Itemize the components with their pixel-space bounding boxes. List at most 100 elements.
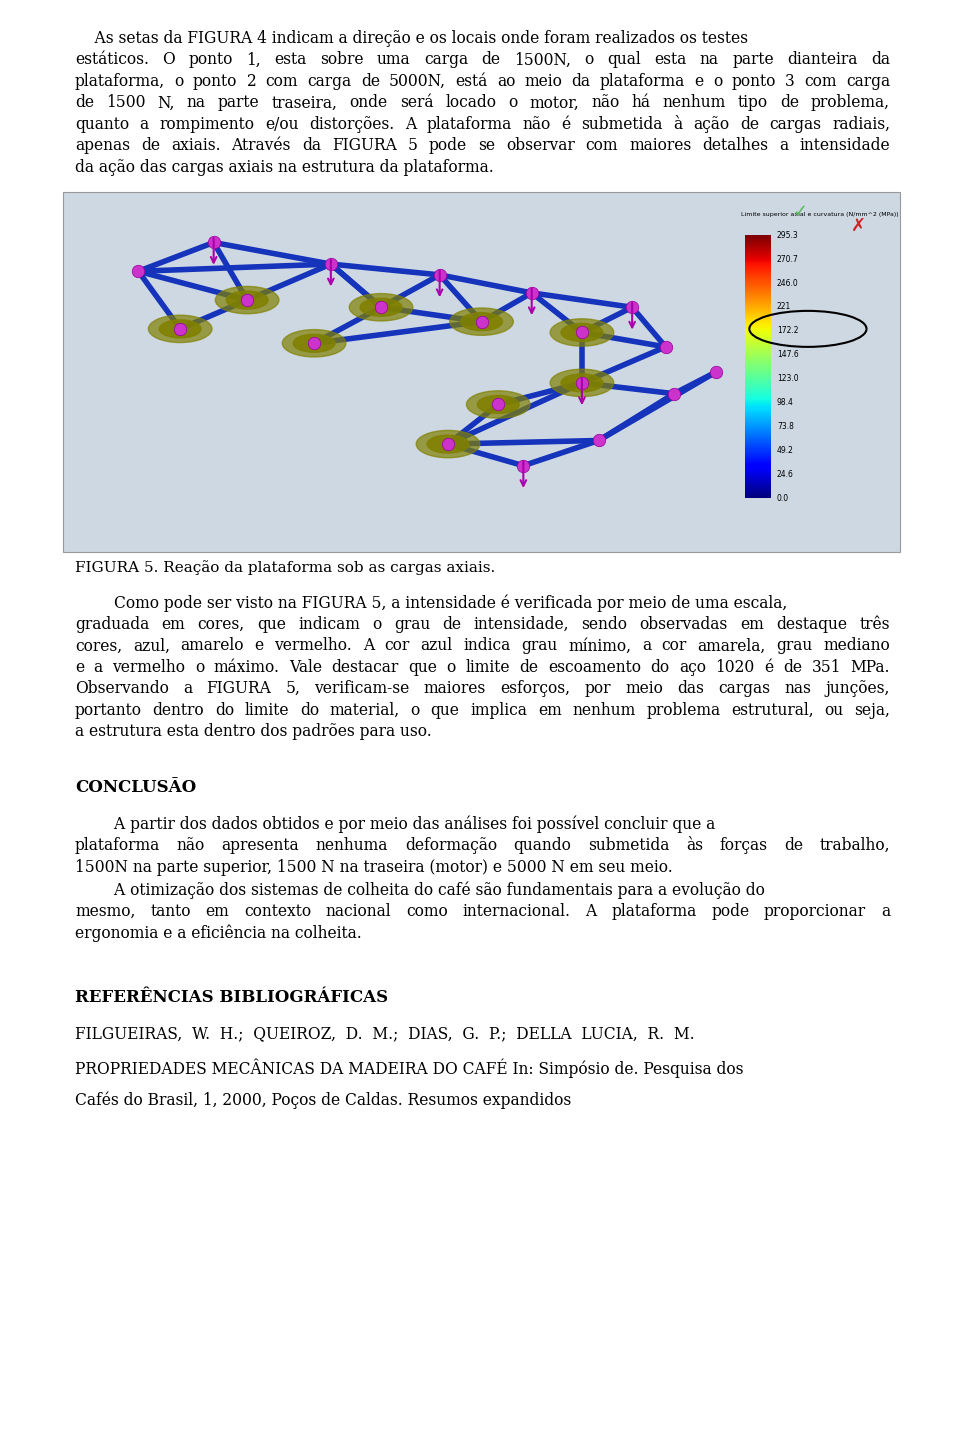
Text: REFERÊNCIAS BIBLIOGRÁFICAS: REFERÊNCIAS BIBLIOGRÁFICAS <box>75 988 388 1005</box>
Text: parte: parte <box>218 95 259 112</box>
Text: ou: ou <box>825 702 844 719</box>
Text: ação: ação <box>693 116 730 134</box>
Text: cores,: cores, <box>75 638 122 655</box>
Text: proporcionar: proporcionar <box>764 903 866 920</box>
Text: material,: material, <box>330 702 400 719</box>
Text: de: de <box>75 95 94 112</box>
Text: a: a <box>780 138 788 154</box>
Text: da: da <box>302 138 321 154</box>
Text: aço: aço <box>679 659 707 676</box>
Text: A otimização dos sistemas de colheita do café são fundamentais para a evolução d: A otimização dos sistemas de colheita do… <box>75 882 765 899</box>
Text: e: e <box>254 638 264 655</box>
Text: e: e <box>694 73 704 90</box>
Text: limite: limite <box>466 659 510 676</box>
Text: a: a <box>642 638 651 655</box>
Text: A partir dos dados obtidos e por meio das análises foi possível concluir que a: A partir dos dados obtidos e por meio da… <box>75 816 715 833</box>
Text: apresenta: apresenta <box>222 837 300 854</box>
Text: se: se <box>478 138 494 154</box>
Text: na: na <box>187 95 206 112</box>
Circle shape <box>449 307 514 336</box>
Text: do: do <box>300 702 319 719</box>
Text: submetida: submetida <box>582 116 662 134</box>
Circle shape <box>477 395 519 414</box>
Text: forças: forças <box>719 837 767 854</box>
Text: O: O <box>162 52 175 69</box>
Text: vermelho: vermelho <box>112 659 185 676</box>
Text: o: o <box>585 52 593 69</box>
Text: na: na <box>700 52 719 69</box>
Text: As setas da FIGURA 4 indicam a direção e os locais onde foram realizados os test: As setas da FIGURA 4 indicam a direção e… <box>75 30 748 47</box>
Text: de: de <box>443 616 462 633</box>
Text: maiores: maiores <box>424 681 486 698</box>
Text: 351: 351 <box>811 659 841 676</box>
Text: parte: parte <box>732 52 774 69</box>
Text: FIGURA: FIGURA <box>332 138 396 154</box>
Text: da: da <box>572 73 590 90</box>
Text: de: de <box>740 116 758 134</box>
Text: a: a <box>140 116 149 134</box>
Text: quanto: quanto <box>75 116 130 134</box>
Text: do: do <box>215 702 234 719</box>
Text: três: três <box>859 616 890 633</box>
Text: dianteira: dianteira <box>787 52 857 69</box>
Circle shape <box>159 320 201 337</box>
Circle shape <box>349 293 413 322</box>
Text: onde: onde <box>349 95 388 112</box>
Text: que: que <box>431 702 460 719</box>
Text: da ação das cargas axiais na estrutura da plataforma.: da ação das cargas axiais na estrutura d… <box>75 159 493 175</box>
Text: ✗: ✗ <box>851 217 866 236</box>
Text: sendo: sendo <box>582 616 628 633</box>
Text: o: o <box>372 616 381 633</box>
Circle shape <box>360 299 402 316</box>
Text: em: em <box>538 702 562 719</box>
Text: apenas: apenas <box>75 138 130 154</box>
Text: grau: grau <box>777 638 812 655</box>
Text: com: com <box>804 73 836 90</box>
Text: 1020: 1020 <box>715 659 755 676</box>
Text: ponto: ponto <box>193 73 237 90</box>
Text: como: como <box>406 903 447 920</box>
Text: e: e <box>75 659 84 676</box>
Text: problema: problema <box>646 702 720 719</box>
Text: cores,: cores, <box>198 616 245 633</box>
Text: indicam: indicam <box>299 616 360 633</box>
Text: junções,: junções, <box>826 681 890 698</box>
Text: rompimento: rompimento <box>159 116 254 134</box>
Text: ✓: ✓ <box>792 202 807 221</box>
Text: não: não <box>177 837 205 854</box>
Text: 3: 3 <box>785 73 795 90</box>
Text: 221: 221 <box>777 303 791 312</box>
Text: locado: locado <box>445 95 496 112</box>
Text: motor,: motor, <box>530 95 579 112</box>
Text: 5000N,: 5000N, <box>389 73 446 90</box>
Text: meio: meio <box>524 73 563 90</box>
Text: o: o <box>411 702 420 719</box>
Text: o: o <box>195 659 204 676</box>
Text: grau: grau <box>394 616 430 633</box>
Circle shape <box>467 391 530 418</box>
Text: cor: cor <box>661 638 686 655</box>
Text: Limite superior axial e curvatura (N/mm^2 (MPa)): Limite superior axial e curvatura (N/mm^… <box>741 213 899 217</box>
Text: que: que <box>257 616 286 633</box>
Text: 295.3: 295.3 <box>777 231 799 240</box>
Text: 2: 2 <box>247 73 256 90</box>
Text: 0.0: 0.0 <box>777 494 789 503</box>
Text: não: não <box>523 116 551 134</box>
Text: plataforma,: plataforma, <box>75 73 165 90</box>
Circle shape <box>550 319 613 346</box>
Text: uma: uma <box>377 52 411 69</box>
Circle shape <box>227 292 268 309</box>
Text: a: a <box>94 659 103 676</box>
Text: radiais,: radiais, <box>832 116 890 134</box>
Text: Através: Através <box>231 138 291 154</box>
Text: pode: pode <box>429 138 467 154</box>
Text: 172.2: 172.2 <box>777 326 799 336</box>
Circle shape <box>215 286 279 313</box>
Text: e/ou: e/ou <box>265 116 299 134</box>
Text: portanto: portanto <box>75 702 142 719</box>
Text: nenhuma: nenhuma <box>316 837 388 854</box>
Text: com: com <box>266 73 299 90</box>
Text: quando: quando <box>514 837 571 854</box>
Text: verificam-se: verificam-se <box>315 681 410 698</box>
Text: Cafés do Brasil, 1, 2000, Poços de Caldas. Resumos expandidos: Cafés do Brasil, 1, 2000, Poços de Calda… <box>75 1091 571 1110</box>
